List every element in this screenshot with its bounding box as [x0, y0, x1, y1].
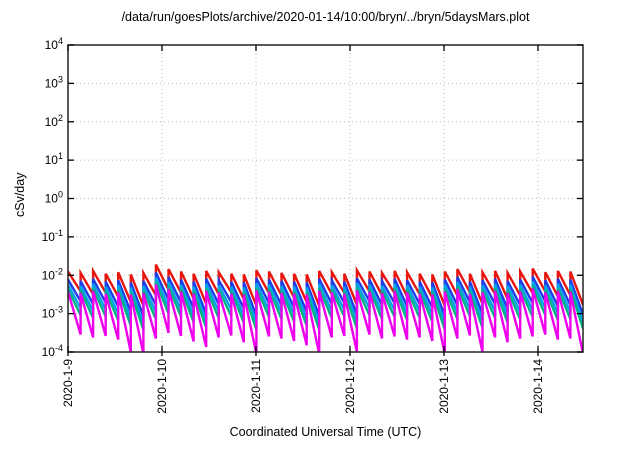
y-tick-label: 103: [45, 74, 63, 90]
y-tick-label: 10-4: [42, 343, 63, 359]
x-tick-label: 2020-1-12: [343, 359, 357, 414]
x-tick-label: 2020-1-13: [437, 359, 451, 414]
y-tick-labels: 104 103 102 101 100 10-1 10-2 10-3 10-4: [42, 36, 63, 359]
y-tick-label: 10-3: [42, 305, 63, 321]
tick-marks: [67, 44, 583, 356]
x-tick-label: 2020-1-9: [61, 359, 75, 407]
y-tick-label: 101: [45, 151, 63, 167]
y-tick-label: 104: [45, 36, 63, 52]
x-tick-label: 2020-1-11: [249, 359, 263, 413]
x-tick-label: 2020-1-10: [155, 359, 169, 414]
chart-title: /data/run/goesPlots/archive/2020-01-14/1…: [121, 10, 530, 24]
y-tick-label: 102: [45, 113, 63, 129]
x-tick-label: 2020-1-14: [531, 359, 545, 414]
y-tick-label: 100: [45, 190, 63, 206]
series-magenta: [68, 284, 583, 352]
y-axis-label: cSv/day: [13, 172, 27, 217]
data-series: [68, 264, 583, 352]
x-tick-labels: 2020-1-9 2020-1-10 2020-1-11 2020-1-12 2020-…: [61, 359, 545, 414]
x-axis-label: Coordinated Universal Time (UTC): [229, 425, 422, 439]
y-tick-label: 10-2: [42, 266, 63, 282]
y-tick-label: 10-1: [42, 228, 63, 244]
